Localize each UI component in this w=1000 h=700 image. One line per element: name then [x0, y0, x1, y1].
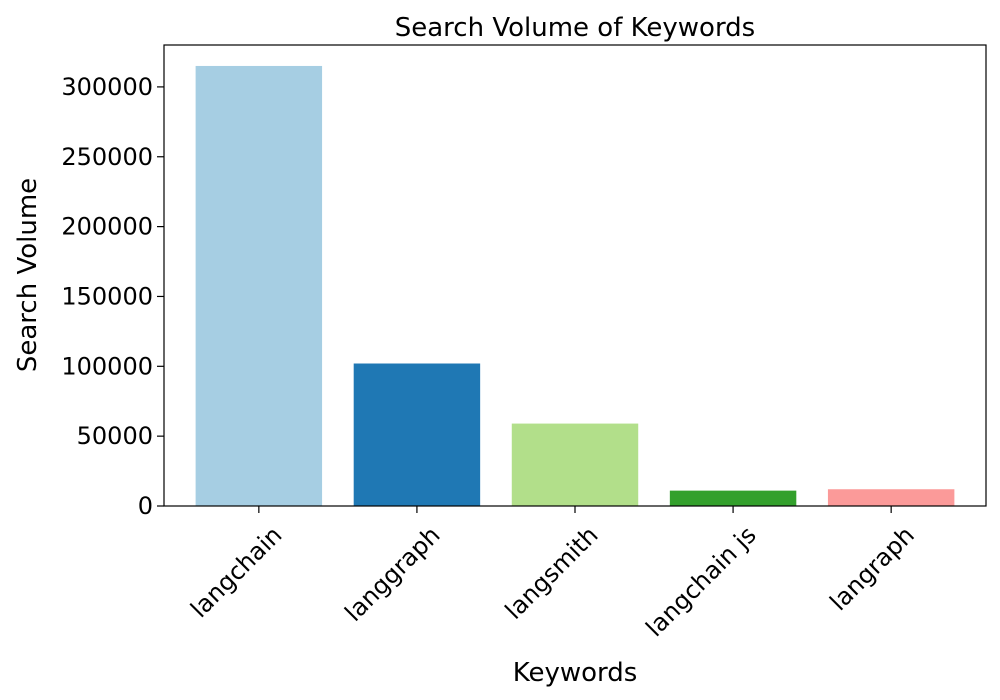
y-tick-label: 0: [138, 492, 153, 520]
y-axis-ticks: 0 50000 100000 150000 200000 250000 300000: [61, 73, 164, 520]
plot-frame: [163, 44, 987, 507]
y-tick-label: 300000: [61, 73, 153, 101]
bar-langraph: [827, 489, 955, 506]
y-tick-label: 200000: [61, 213, 153, 241]
x-axis-ticks: langchain langgraph langsmith langchain js l…: [185, 506, 920, 642]
y-axis-label: Search Volume: [13, 178, 43, 372]
y-tick-label: 100000: [61, 352, 153, 380]
x-tick-label: langraph: [824, 521, 919, 616]
bar-langchain-js: [669, 490, 797, 506]
bars-group: [195, 65, 955, 507]
x-tick-label: langchain: [185, 521, 287, 623]
x-axis-label: Keywords: [513, 658, 638, 688]
x-tick-label: langgraph: [339, 521, 445, 627]
bar-langgraph: [353, 363, 481, 506]
y-tick-label: 250000: [61, 143, 153, 171]
x-tick-label: langchain js: [640, 521, 761, 642]
chart-title: Search Volume of Keywords: [395, 13, 755, 43]
y-tick-label: 150000: [61, 282, 153, 310]
bar-langsmith: [511, 423, 639, 506]
x-tick-label: langsmith: [500, 521, 604, 625]
bar-langchain: [195, 65, 323, 507]
y-tick-label: 50000: [77, 422, 153, 450]
